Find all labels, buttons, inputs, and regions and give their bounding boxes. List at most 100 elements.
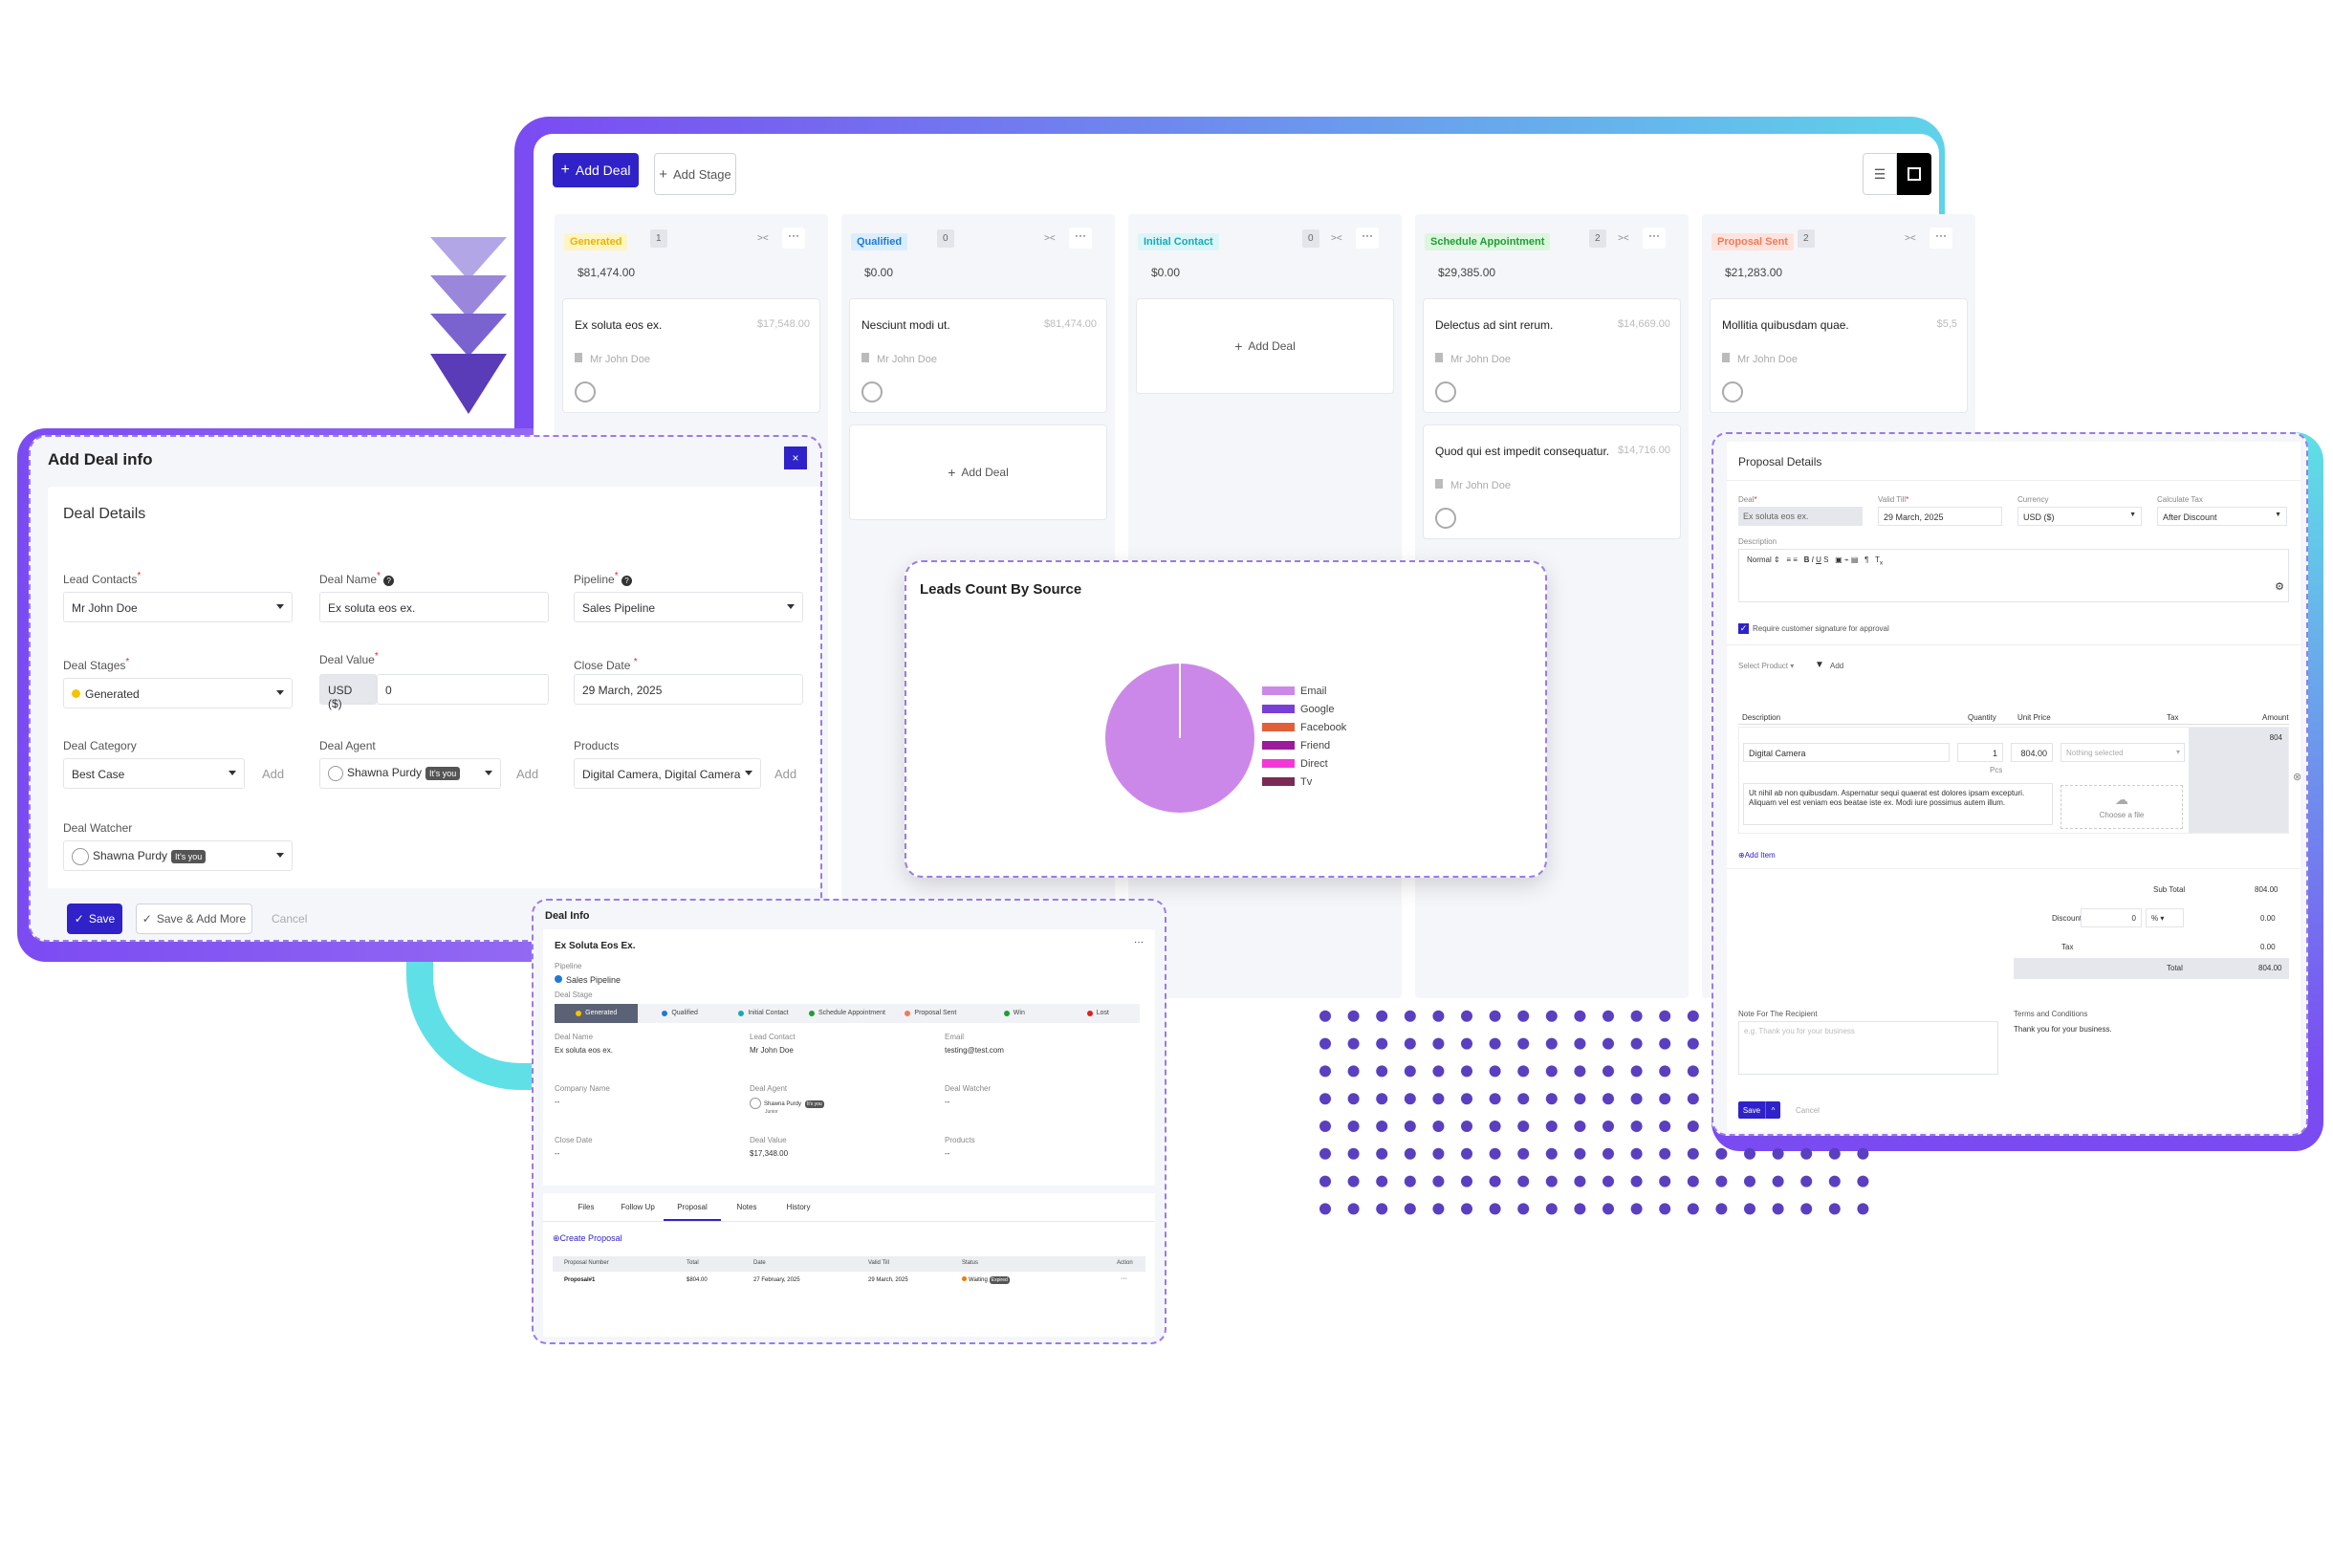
tab-history[interactable]: History [786, 1203, 811, 1211]
stage-amount: $21,283.00 [1725, 266, 1783, 279]
status-dot [1086, 1011, 1093, 1016]
note-textarea[interactable]: e.g. Thank you for your business [1738, 1021, 1998, 1075]
cancel-button[interactable]: Cancel [272, 912, 308, 926]
quantity-input[interactable]: 1 [1957, 743, 2003, 762]
pipeline-select[interactable]: Sales Pipeline [574, 592, 803, 622]
cancel-button[interactable]: Cancel [1796, 1106, 1820, 1115]
collapse-icon[interactable]: >< [1618, 233, 1629, 244]
deal-category-select[interactable]: Best Case [63, 758, 245, 789]
stage-step[interactable]: Schedule Appointment [805, 1004, 888, 1023]
close-button[interactable]: × [784, 446, 807, 469]
building-icon [861, 353, 869, 362]
add-agent-button[interactable]: Add [516, 767, 539, 781]
calculate-tax-label: Calculate Tax [2157, 495, 2203, 504]
discount-input[interactable]: 0 [2081, 908, 2142, 927]
filter-icon[interactable]: ▼ [1815, 660, 1824, 670]
decor-dot [1347, 1037, 1360, 1050]
tab-notes[interactable]: Notes [736, 1203, 757, 1211]
deal-value-input[interactable]: 0 [377, 674, 549, 705]
stage-step[interactable]: Proposal Sent [889, 1004, 972, 1023]
save-button[interactable]: ✓ Save [67, 904, 122, 934]
tab-proposal[interactable]: Proposal [664, 1193, 721, 1221]
add-item-link[interactable]: ⊕Add Item [1738, 851, 1776, 860]
save-label: Save [88, 912, 116, 926]
decor-dot [1404, 1037, 1416, 1050]
item-name-input[interactable]: Digital Camera [1743, 743, 1950, 762]
deal-card[interactable]: Ex soluta eos ex. $17,548.00 Mr John Doe [562, 298, 820, 413]
table-row: Proposal#1 $804.00 27 February, 2025 29 … [553, 1274, 1145, 1289]
require-signature-checkbox[interactable]: ✓ Require customer signature for approval [1738, 623, 1889, 634]
field-label: Products [945, 1136, 975, 1144]
stage-step[interactable]: Qualified [638, 1004, 721, 1023]
deal-stages-select[interactable]: Generated [63, 678, 293, 708]
more-options-button[interactable]: ··· [1356, 228, 1379, 249]
lead-contacts-select[interactable]: Mr John Doe [63, 592, 293, 622]
more-options-button[interactable]: ··· [1069, 228, 1092, 249]
legend-label: Tv [1300, 776, 1313, 788]
decor-dot [1319, 1093, 1331, 1105]
deal-watcher-select[interactable]: Shawna Purdy It's you [63, 840, 293, 871]
currency-select[interactable]: USD ($) ▼ [2017, 507, 2142, 526]
board-view-button[interactable] [1897, 153, 1931, 195]
legend-label: Direct [1300, 758, 1328, 770]
valid-till-input[interactable]: 29 March, 2025 [1878, 507, 2002, 526]
add-product-button[interactable]: Add [774, 767, 797, 781]
create-proposal-link[interactable]: ⊕Create Proposal [553, 1233, 622, 1243]
tab-follow-up[interactable]: Follow Up [621, 1203, 655, 1211]
select-product-select[interactable]: Select Product ▾ [1738, 662, 1795, 670]
discount-type-select[interactable]: % ▾ [2146, 908, 2184, 927]
save-button[interactable]: Save [1738, 1101, 1765, 1119]
rich-text-editor[interactable]: Normal ⇕ ≡ ≡ B I U S ▣ ⌁ ▤ ¶ Tx ⚙ [1738, 549, 2289, 602]
add-deal-button[interactable]: + Add Deal [553, 153, 639, 187]
collapse-icon[interactable]: >< [757, 233, 769, 244]
decor-dot [1404, 1010, 1416, 1022]
more-options-icon[interactable]: ··· [1134, 937, 1144, 947]
row-actions-icon[interactable]: ··· [1121, 1275, 1127, 1282]
save-add-more-button[interactable]: ✓ Save & Add More [136, 904, 252, 934]
add-product-button[interactable]: Add [1830, 662, 1844, 670]
deal-select[interactable]: Ex soluta eos ex. [1738, 507, 1863, 526]
products-select[interactable]: Digital Camera, Digital Camera [574, 758, 761, 789]
stage-step[interactable]: Initial Contact [722, 1004, 805, 1023]
remove-item-icon[interactable]: ⊗ [2293, 772, 2302, 783]
more-options-button[interactable]: ··· [782, 228, 805, 249]
item-description-textarea[interactable]: Ut nihil ab non quibusdam. Aspernatur se… [1743, 783, 2053, 825]
deal-card[interactable]: Nesciunt modi ut. $81,474.00 Mr John Doe [849, 298, 1107, 413]
add-category-button[interactable]: Add [262, 767, 285, 781]
add-deal-card[interactable]: + Add Deal [1136, 298, 1394, 394]
tab-files[interactable]: Files [578, 1203, 595, 1211]
stage-step[interactable]: Win [972, 1004, 1056, 1023]
deal-card[interactable]: Mollitia quibusdam quae. $5,5 Mr John Do… [1710, 298, 1968, 413]
deal-card[interactable]: Delectus ad sint rerum. $14,669.00 Mr Jo… [1423, 298, 1681, 413]
unit-price-input[interactable]: 804.00 [2011, 743, 2053, 762]
collapse-icon[interactable]: >< [1044, 233, 1056, 244]
decor-dot [1828, 1203, 1841, 1215]
decor-dot [1772, 1147, 1784, 1160]
add-stage-button[interactable]: + Add Stage [654, 153, 736, 195]
stage-step[interactable]: Lost [1057, 1004, 1140, 1023]
close-date-input[interactable]: 29 March, 2025 [574, 674, 803, 705]
more-options-button[interactable]: ··· [1643, 228, 1666, 249]
list-view-button[interactable]: ☰ [1863, 153, 1897, 195]
decor-dot [1828, 1175, 1841, 1187]
deal-card[interactable]: Quod qui est impedit consequatur. $14,71… [1423, 425, 1681, 539]
tax-select[interactable]: Nothing selected ▾ [2060, 743, 2185, 762]
decor-dot [1659, 1093, 1671, 1105]
file-upload[interactable]: ☁ Choose a file [2060, 785, 2183, 829]
proposal-number[interactable]: Proposal#1 [564, 1277, 596, 1283]
stage-step[interactable]: Generated [555, 1004, 639, 1023]
status-dot [738, 1011, 745, 1016]
chart-title: Leads Count By Source [920, 581, 1082, 598]
more-options-button[interactable]: ··· [1930, 228, 1952, 249]
gear-icon[interactable]: ⚙ [2275, 581, 2284, 593]
calculate-tax-select[interactable]: After Discount ▼ [2157, 507, 2287, 526]
deal-agent-select[interactable]: Shawna Purdy It's you [319, 758, 501, 789]
add-deal-card[interactable]: + Add Deal [849, 425, 1107, 520]
collapse-icon[interactable]: >< [1331, 233, 1342, 244]
save-options-button[interactable]: ^ [1765, 1101, 1780, 1119]
stage-amount: $0.00 [1151, 266, 1181, 279]
avatar [750, 1098, 761, 1109]
collapse-icon[interactable]: >< [1905, 233, 1916, 244]
decor-dot [1376, 1203, 1388, 1215]
deal-name-input[interactable]: Ex soluta eos ex. [319, 592, 549, 622]
